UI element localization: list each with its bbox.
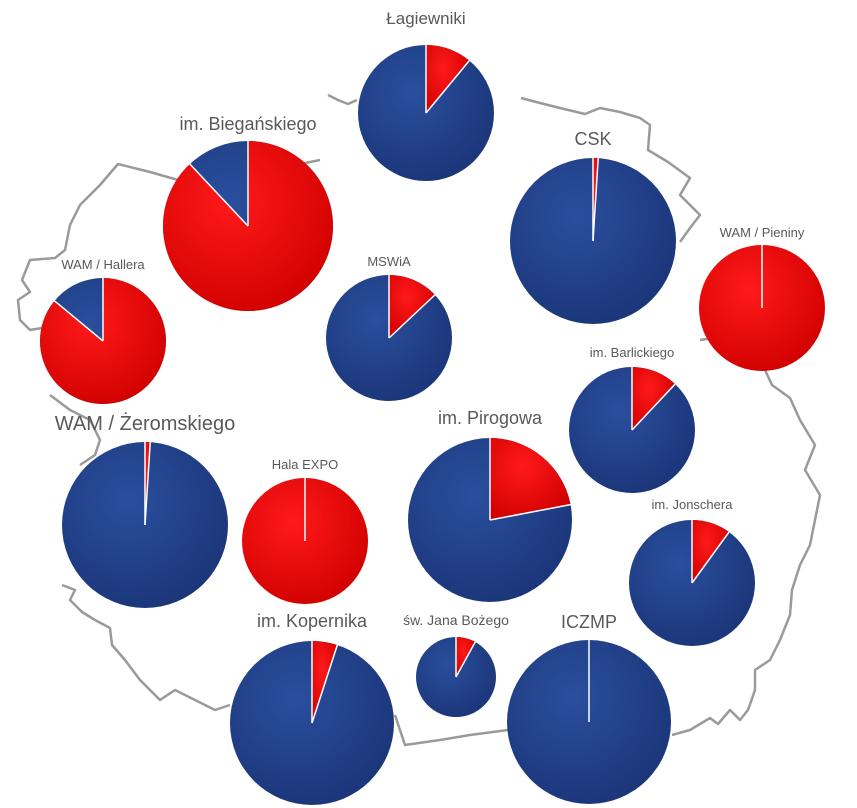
pie-4: WAM / Hallera	[39, 257, 166, 405]
pie-13: ICZMP	[507, 612, 671, 804]
pie-label: im. Barlickiego	[590, 345, 675, 360]
pie-slice-red	[426, 45, 470, 113]
pie-divider	[631, 383, 676, 431]
pie-divider	[311, 644, 339, 724]
pie-divider	[144, 442, 151, 526]
pie-5: MSWiA	[326, 254, 452, 401]
pie-slice-red	[490, 438, 571, 520]
pie-10: im. Jonschera	[629, 497, 755, 646]
pie-1: im. Biegańskiego	[163, 114, 334, 311]
pie-divider	[388, 294, 436, 339]
pie-label: WAM / Żeromskiego	[55, 412, 235, 435]
pie-3: WAM / Pieniny	[699, 225, 825, 371]
pie-divider	[691, 531, 730, 584]
pie-8: Hala EXPO	[242, 457, 368, 604]
pie-0: Łagiewniki	[358, 9, 494, 181]
pie-6: im. Barlickiego	[569, 345, 695, 493]
pie-label: Hala EXPO	[272, 457, 338, 472]
pie-divider	[53, 300, 104, 342]
pie-11: im. Kopernika	[230, 611, 394, 805]
pie-divider	[455, 641, 476, 678]
pie-label: im. Biegańskiego	[179, 114, 316, 134]
pie-slice-red	[389, 275, 435, 338]
pie-divider	[425, 60, 470, 114]
pie-divider	[189, 163, 249, 227]
pie-slice-red	[692, 520, 730, 583]
pie-label: ICZMP	[561, 612, 617, 632]
pie-9: im. Pirogowa	[408, 408, 572, 602]
pie-label: MSWiA	[367, 254, 411, 269]
pie-slice-red	[632, 367, 676, 430]
pie-label: im. Kopernika	[257, 611, 368, 631]
pie-label: im. Pirogowa	[438, 408, 543, 428]
pie-divider	[489, 503, 571, 521]
pie-label: św. Jana Bożego	[403, 612, 509, 628]
pie-charts: Łagiewniki im. Biegańskiego CSK WAM / Pieni…	[39, 9, 825, 805]
pie-label: CSK	[574, 129, 611, 149]
pie-2: CSK	[510, 129, 676, 324]
pie-12: św. Jana Bożego	[403, 612, 509, 717]
pie-7: WAM / Żeromskiego	[55, 412, 235, 608]
pie-label: WAM / Hallera	[61, 257, 145, 272]
pie-label: WAM / Pieniny	[720, 225, 805, 240]
pie-label: Łagiewniki	[386, 9, 465, 28]
pie-label: im. Jonschera	[652, 497, 734, 512]
pie-divider	[592, 158, 599, 242]
